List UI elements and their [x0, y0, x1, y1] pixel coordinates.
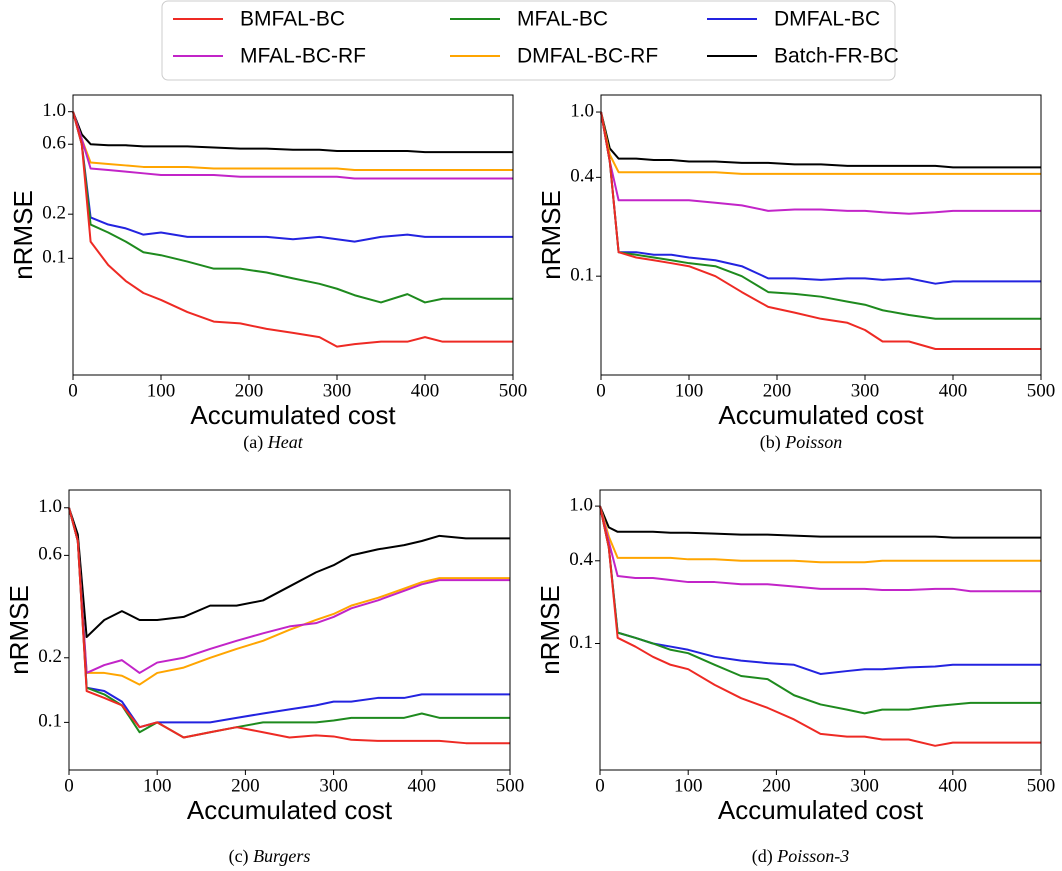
- series-line: [72, 111, 513, 348]
- y-tick-label: 0.4: [569, 549, 593, 570]
- x-axis-label: Accumulated cost: [718, 400, 924, 430]
- y-axis-label: nRMSE: [8, 190, 38, 280]
- caption-label: (d): [752, 846, 773, 867]
- legend-label: DMFAL-BC: [774, 8, 880, 31]
- series-line: [72, 111, 513, 180]
- caption-label: (b): [760, 432, 781, 453]
- series-line: [600, 111, 1041, 175]
- y-tick-label: 1.0: [38, 496, 62, 517]
- x-tick-label: 0: [596, 380, 606, 401]
- series-line: [68, 507, 510, 745]
- x-tick-label: 0: [595, 775, 605, 796]
- legend-box: [161, 0, 896, 81]
- series-line: [600, 111, 1041, 320]
- caption-label: (c): [229, 846, 249, 867]
- series-line: [600, 111, 1041, 215]
- series-line: [68, 507, 510, 674]
- plot-frame: [68, 489, 511, 771]
- x-tick-label: 100: [674, 775, 703, 796]
- y-tick-label: 1.0: [570, 100, 594, 121]
- x-tick-label: 200: [763, 380, 792, 401]
- y-tick-label: 0.2: [38, 646, 62, 667]
- series-line: [599, 505, 1041, 747]
- x-tick-label: 300: [323, 380, 352, 401]
- y-tick-label: 0.6: [42, 133, 66, 154]
- caption-title: Poisson-3: [776, 846, 849, 866]
- y-tick-label: 0.2: [42, 203, 66, 224]
- y-tick-label: 0.6: [38, 544, 62, 565]
- plot-frame: [72, 94, 514, 376]
- caption: (c) Burgers: [229, 846, 311, 867]
- y-tick-label: 0.1: [570, 265, 594, 286]
- x-tick-label: 400: [939, 380, 968, 401]
- x-axis-label: Accumulated cost: [187, 795, 393, 825]
- series-line: [72, 111, 513, 172]
- series-line: [68, 507, 510, 729]
- caption-title: Burgers: [253, 846, 310, 866]
- series-line: [599, 505, 1041, 564]
- y-tick-label: 1.0: [569, 494, 593, 515]
- x-tick-label: 300: [319, 775, 348, 796]
- x-tick-label: 400: [408, 775, 437, 796]
- x-tick-label: 300: [851, 380, 880, 401]
- series-line: [600, 111, 1041, 169]
- y-tick-label: 1.0: [42, 100, 66, 121]
- series-line: [599, 505, 1041, 593]
- series-line: [68, 507, 510, 739]
- series-line: [68, 507, 510, 686]
- x-tick-label: 500: [1027, 775, 1056, 796]
- x-axis-label: Accumulated cost: [718, 795, 924, 825]
- x-tick-label: 300: [850, 775, 879, 796]
- caption: (b) Poisson: [760, 432, 843, 453]
- x-tick-label: 400: [411, 380, 440, 401]
- legend-label: BMFAL-BC: [240, 8, 345, 31]
- caption-title: Heat: [267, 432, 304, 452]
- caption: (d) Poisson-3: [752, 846, 850, 867]
- series-line: [599, 505, 1041, 715]
- series-line: [72, 111, 513, 304]
- legend-label: DMFAL-BC-RF: [517, 45, 658, 68]
- series-line: [600, 111, 1041, 351]
- x-tick-label: 200: [235, 380, 264, 401]
- x-tick-label: 500: [1027, 380, 1056, 401]
- x-tick-label: 200: [231, 775, 260, 796]
- x-tick-label: 500: [499, 380, 528, 401]
- caption-label: (a): [243, 432, 263, 453]
- x-tick-label: 400: [939, 775, 968, 796]
- x-tick-label: 100: [147, 380, 176, 401]
- x-tick-label: 200: [762, 775, 791, 796]
- series-line: [72, 111, 513, 243]
- y-axis-label: nRMSE: [4, 585, 34, 675]
- series-line: [72, 111, 513, 154]
- series-line: [600, 111, 1041, 285]
- caption-title: Poisson: [784, 432, 842, 452]
- x-tick-label: 100: [675, 380, 704, 401]
- series-line: [68, 507, 510, 638]
- x-tick-label: 0: [68, 380, 78, 401]
- x-tick-label: 100: [143, 775, 172, 796]
- y-axis-label: nRMSE: [536, 190, 566, 280]
- legend-label: Batch-FR-BC: [774, 45, 899, 68]
- y-axis-label: nRMSE: [535, 585, 565, 675]
- plot-frame: [600, 94, 1042, 376]
- legend-label: MFAL-BC-RF: [240, 45, 366, 68]
- caption: (a) Heat: [243, 432, 303, 453]
- plot-frame: [599, 489, 1042, 771]
- y-tick-label: 0.1: [38, 711, 62, 732]
- x-tick-label: 0: [64, 775, 74, 796]
- y-tick-label: 0.1: [569, 632, 593, 653]
- y-tick-label: 0.4: [570, 166, 594, 187]
- x-tick-label: 500: [496, 775, 525, 796]
- series-line: [599, 505, 1041, 539]
- legend-label: MFAL-BC: [517, 8, 608, 31]
- x-axis-label: Accumulated cost: [190, 400, 396, 430]
- y-tick-label: 0.1: [42, 247, 66, 268]
